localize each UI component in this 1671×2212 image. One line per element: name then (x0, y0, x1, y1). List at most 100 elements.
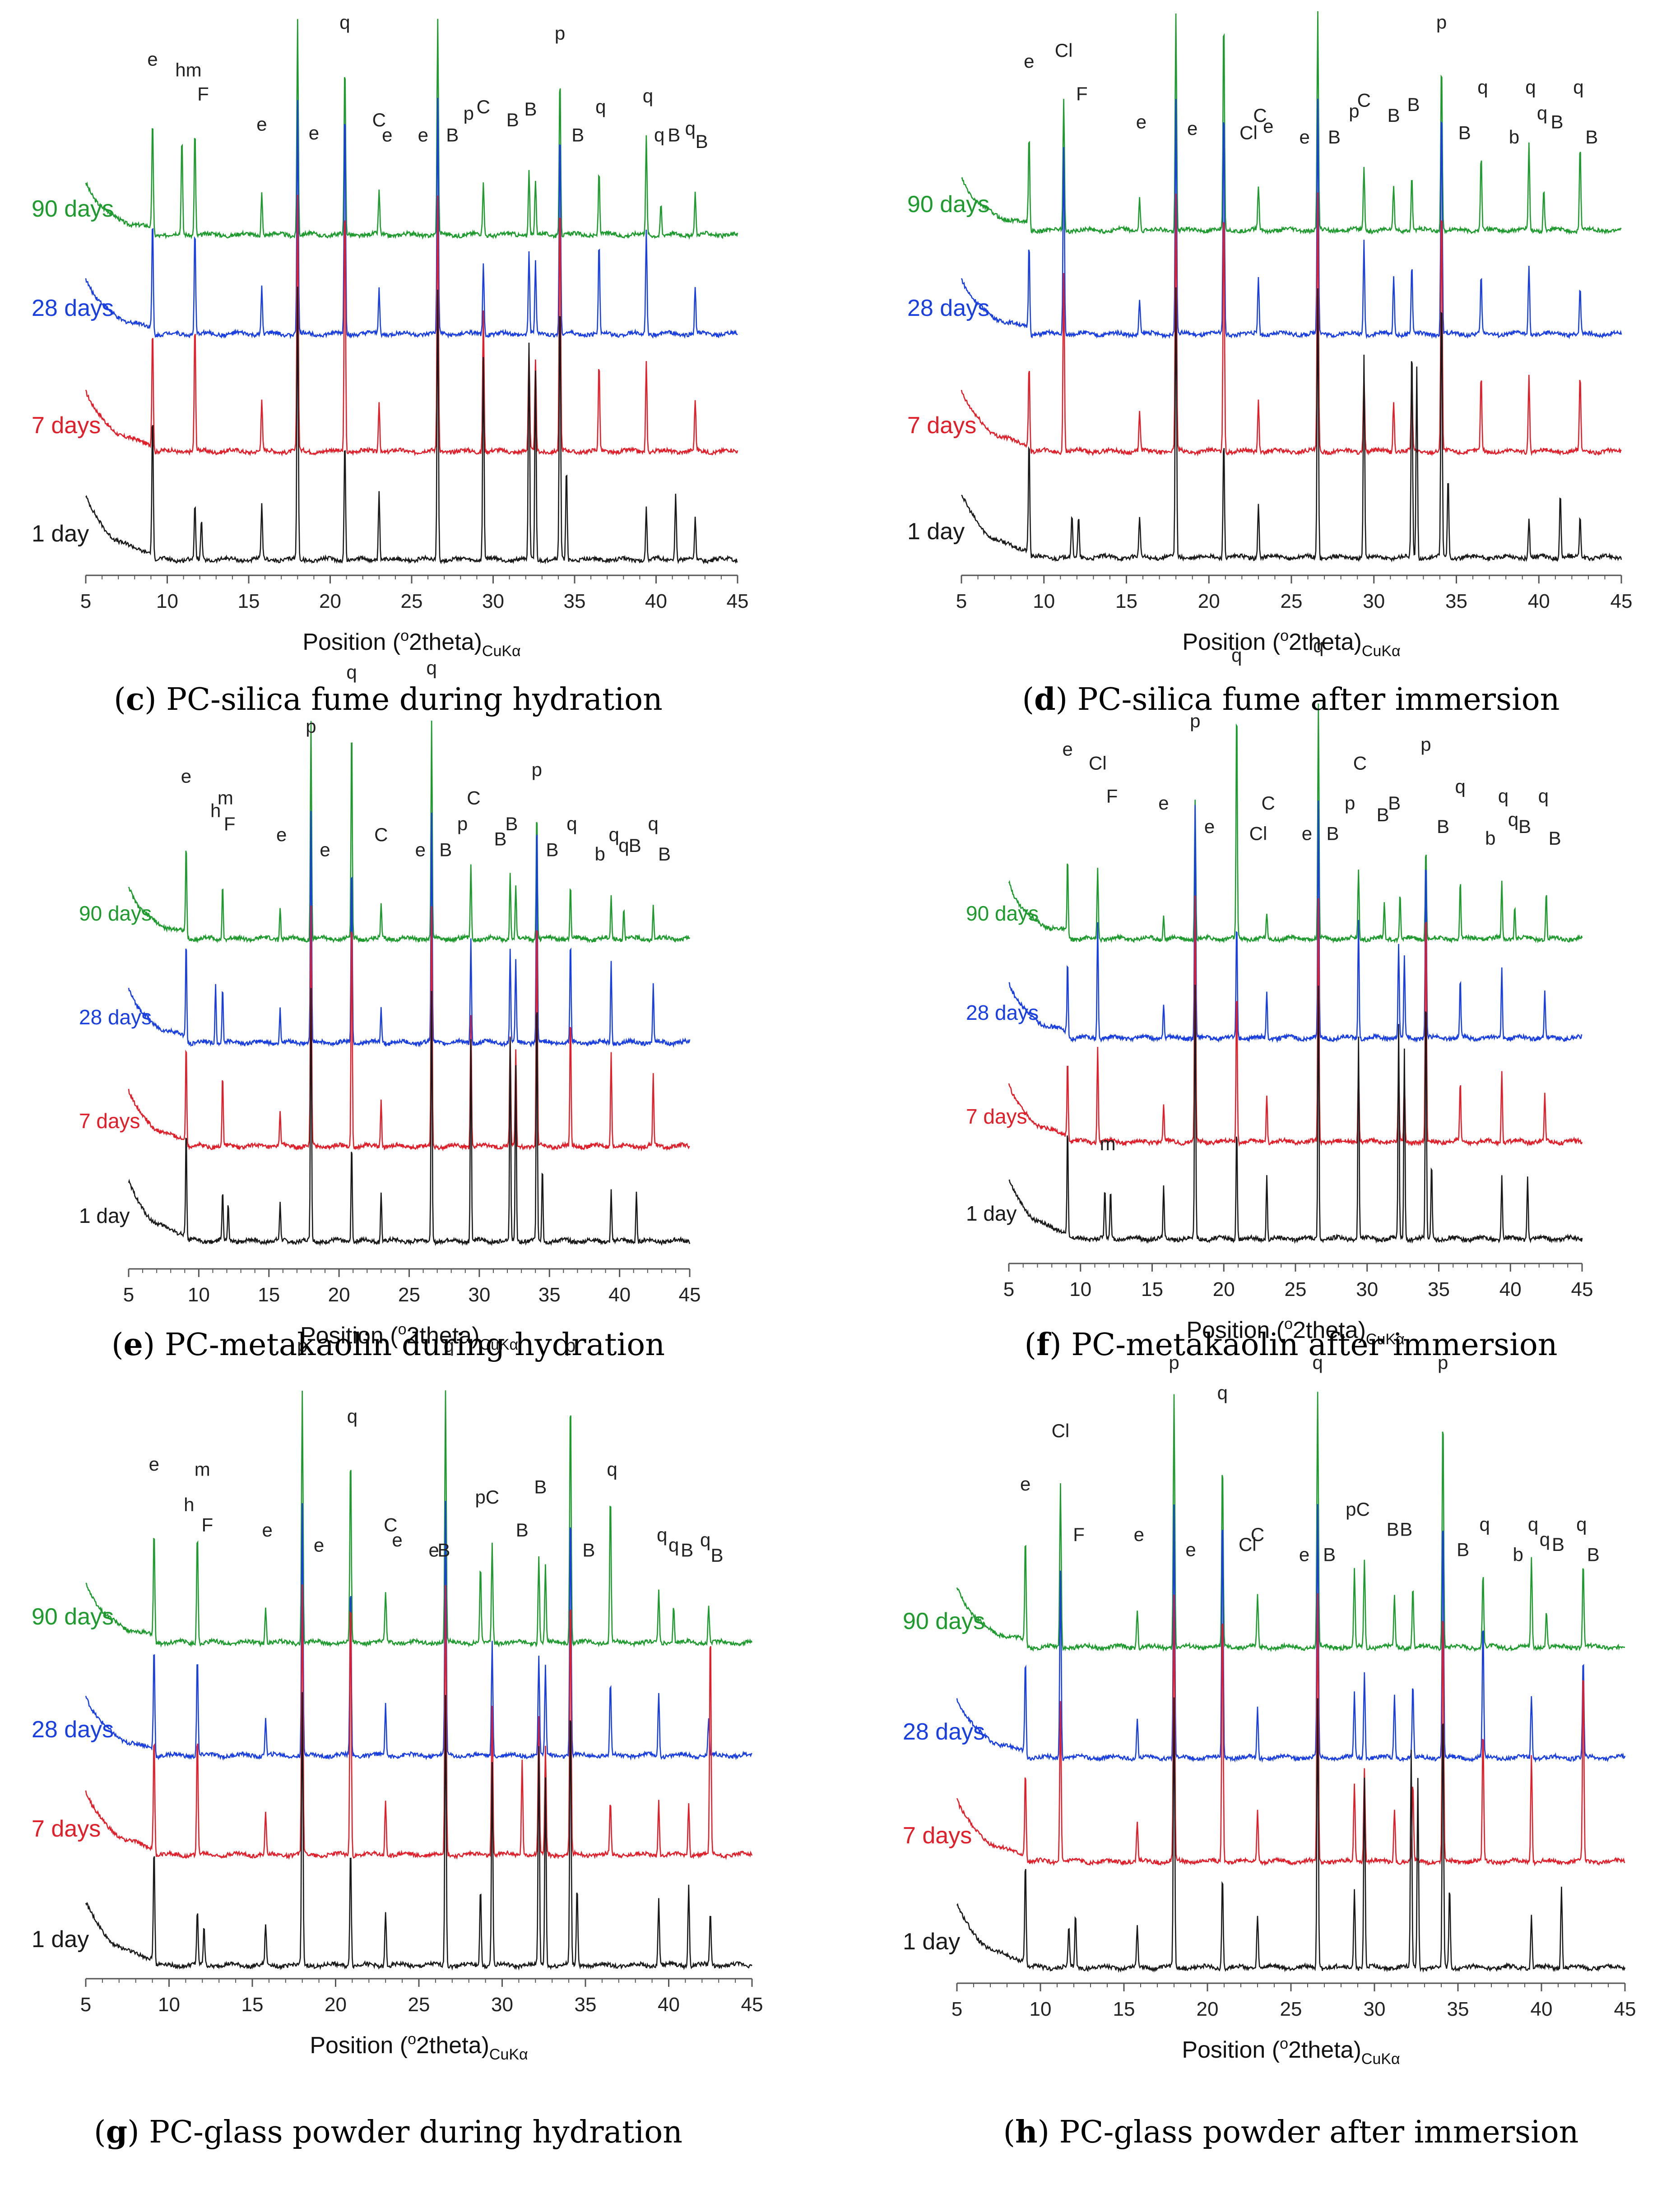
peak-label: C (372, 109, 386, 130)
panel-g: 5 10 15 20 25 30 35 40 45 Position (o2theta)CuKα 9… (32, 1335, 763, 2063)
x-tick-label: 25 (408, 1994, 430, 2016)
peak-label: C (1251, 1524, 1264, 1545)
x-tick-label: 35 (1428, 1278, 1450, 1300)
peak-label: B (658, 843, 671, 865)
series-line-90-days (128, 720, 691, 944)
series-line-1-day (128, 988, 691, 1247)
panel-caption-c: (c) PC-silica fume during hydration (114, 681, 663, 717)
peak-label: q (1313, 635, 1323, 657)
peak-label: q (1480, 1513, 1490, 1535)
peak-label: F (197, 83, 209, 104)
peak-label: e (382, 125, 392, 146)
peak-label: e (415, 839, 426, 861)
series-label: 90 days (32, 196, 114, 222)
peak-label: B (668, 125, 680, 146)
peak-label: q (609, 824, 619, 845)
series-label: 7 days (966, 1105, 1027, 1128)
series-label: 28 days (907, 295, 989, 321)
peak-label: e (256, 114, 267, 135)
peak-label: B (446, 125, 459, 146)
series-label: 90 days (903, 1608, 985, 1634)
peak-label: q (685, 118, 696, 139)
peak-label: F (1106, 785, 1118, 806)
series-line-90-days (956, 1392, 1625, 1652)
peak-label: e (149, 1453, 159, 1475)
x-tick-label: 35 (575, 1994, 597, 2016)
x-tick-label: 5 (956, 590, 967, 612)
x-tick-label: 15 (1113, 1998, 1135, 2020)
x-tick-label: 45 (727, 590, 749, 612)
peak-label: B (546, 839, 558, 861)
peak-label: Cl (1089, 753, 1107, 774)
x-tick-label: 20 (1213, 1278, 1235, 1300)
x-tick-label: 10 (1069, 1278, 1091, 1300)
x-tick-label: 25 (1285, 1278, 1307, 1300)
panel-c: 5 10 15 20 25 30 35 40 45 Position (o2theta)CuKα 9… (32, 12, 749, 660)
peak-label: e (320, 839, 330, 861)
peak-label: q (657, 1524, 667, 1546)
peak-label: pC (475, 1486, 499, 1508)
series-label: 28 days (79, 1005, 152, 1029)
peak-label: q (427, 657, 437, 678)
x-tick-label: 25 (1280, 1998, 1302, 2020)
peak-label: e (181, 765, 191, 787)
peak-label: q (1498, 785, 1509, 806)
x-tick-label: 20 (1197, 1998, 1219, 2020)
peak-label: h (184, 1494, 194, 1515)
peak-label: p (1345, 792, 1355, 814)
x-tick-label: 5 (1003, 1278, 1014, 1300)
x-tick-label: 30 (491, 1994, 513, 2016)
peak-label: q (618, 835, 629, 856)
peak-label: B (1377, 804, 1389, 825)
panel-f: 5 10 15 20 25 30 35 40 45 Position (o2theta)CuKα 9… (966, 635, 1593, 1348)
peak-label: Cl (1249, 823, 1267, 844)
series-line-1-day (961, 287, 1622, 563)
peak-label: e (1204, 816, 1215, 837)
series-line-7-days (85, 194, 738, 457)
peak-label: Cl (1239, 122, 1258, 143)
x-axis-label: Position (o2theta)CuKα (1186, 1315, 1404, 1348)
peak-label: p (1169, 1352, 1179, 1373)
peak-label: e (1302, 823, 1312, 844)
series-label: 7 days (32, 412, 101, 439)
panel-caption-f: (f) PC-metakaolin after immersion (1024, 1327, 1558, 1363)
peak-label: q (648, 813, 659, 834)
peak-label: q (1538, 785, 1549, 806)
peak-label: q (643, 85, 653, 106)
peak-label: q (1576, 1513, 1587, 1535)
peak-label: q (1537, 102, 1547, 124)
peak-label: hm (175, 60, 201, 81)
peak-label: q (566, 813, 577, 834)
series-label: 7 days (32, 1816, 101, 1842)
peak-label: q (1455, 776, 1465, 797)
peak-label: B (1388, 105, 1400, 126)
peak-label: B (1549, 828, 1561, 849)
x-tick-label: 40 (658, 1994, 680, 2016)
x-tick-label: 25 (401, 590, 423, 612)
peak-label: B (1552, 1534, 1564, 1555)
peak-label: F (1073, 1524, 1085, 1545)
peak-label: q (347, 1406, 357, 1427)
panel-caption-d: (d) PC-silica fume after immersion (1022, 681, 1560, 717)
peak-label: e (392, 1529, 402, 1550)
x-tick-label: 20 (1198, 590, 1220, 612)
series-line-7-days (85, 1584, 753, 1860)
peak-label: Cl (1052, 1420, 1070, 1441)
peak-label: b (1485, 828, 1495, 849)
peak-label: B (534, 1476, 547, 1498)
peak-label: e (1300, 126, 1310, 148)
panel-h: 5 10 15 20 25 30 35 40 45 Position (o2theta)CuKα 9… (903, 1352, 1636, 2068)
series-line-28-days (85, 1501, 752, 1761)
x-axis-label: Position (o2theta)CuKα (1182, 2035, 1400, 2068)
x-tick-label: 30 (1363, 590, 1385, 612)
x-tick-label: 35 (564, 590, 586, 612)
peak-label: C (1353, 753, 1367, 774)
x-tick-label: 10 (1030, 1998, 1052, 2020)
series-line-7-days (128, 905, 690, 1152)
x-tick-label: 10 (156, 590, 178, 612)
series-line-28-days (1008, 800, 1583, 1043)
x-tick-label: 5 (80, 1994, 91, 2016)
peak-label: q (1573, 77, 1583, 98)
x-tick-label: 5 (80, 590, 91, 612)
peak-label: p (565, 1335, 576, 1356)
